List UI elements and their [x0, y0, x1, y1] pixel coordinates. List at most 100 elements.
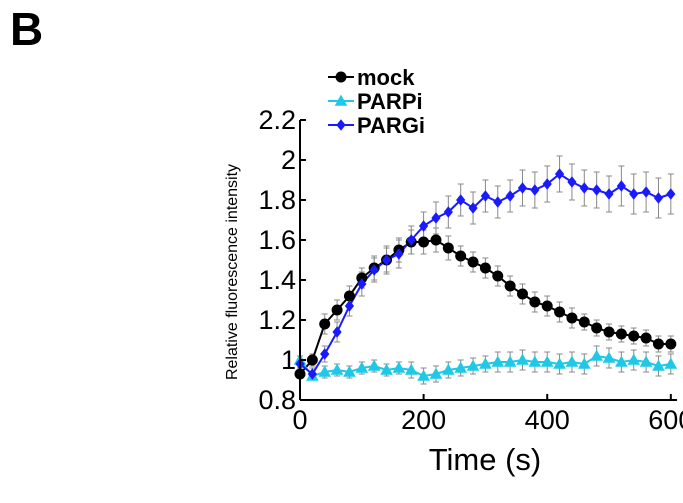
data-point-parpi: [442, 363, 455, 375]
x-axis-title: Time (s): [429, 442, 542, 477]
data-point-mock: [306, 354, 318, 366]
data-point-parpi: [602, 351, 616, 363]
data-point-parpi: [367, 359, 381, 371]
data-point-pargi: [554, 168, 565, 180]
data-point-parpi: [540, 355, 554, 367]
data-point-mock: [356, 272, 368, 284]
data-point-pargi: [480, 190, 491, 202]
data-point-mock: [430, 234, 442, 246]
legend-marker-parpi: [334, 94, 348, 106]
data-point-pargi: [468, 202, 478, 214]
x-tick-label: 200: [401, 405, 446, 435]
data-point-mock: [492, 270, 504, 282]
data-point-mock: [479, 262, 491, 274]
data-point-mock: [418, 236, 430, 248]
data-point-pargi: [653, 192, 664, 204]
data-point-parpi: [652, 359, 665, 371]
data-point-pargi: [369, 264, 379, 276]
y-tick-label: 1.2: [258, 305, 296, 335]
data-point-mock: [319, 318, 331, 330]
x-tick-label: 600: [648, 405, 683, 435]
data-point-pargi: [616, 180, 626, 192]
data-point-mock: [566, 312, 578, 324]
data-point-mock: [578, 316, 590, 328]
x-tick-label: 400: [525, 405, 570, 435]
data-point-mock: [603, 326, 615, 338]
data-point-parpi: [380, 363, 393, 375]
data-point-parpi: [454, 361, 468, 373]
y-tick-label: 1: [281, 345, 296, 375]
data-point-parpi: [664, 357, 678, 369]
axes: 0.8 1 1.2 1.4 1.6 1.8 2 2.2 0 200 400 600: [258, 105, 683, 435]
data-point-parpi: [330, 363, 344, 375]
data-point-pargi: [530, 184, 540, 196]
data-point-parpi: [466, 359, 480, 371]
data-point-parpi: [429, 367, 443, 379]
data-point-pargi: [505, 190, 515, 202]
data-point-pargi: [579, 182, 589, 194]
data-point-pargi: [493, 196, 503, 208]
data-point-mock: [640, 332, 652, 344]
data-point-parpi: [615, 355, 628, 367]
data-point-mock: [455, 250, 467, 262]
data-point-parpi: [565, 355, 579, 367]
data-point-parpi: [590, 349, 603, 361]
data-point-pargi: [307, 368, 317, 380]
data-point-parpi: [318, 365, 332, 377]
legend-label-mock: mock: [357, 65, 415, 90]
data-point-parpi: [404, 363, 418, 375]
data-point-parpi: [577, 357, 591, 369]
data-point-parpi: [491, 355, 505, 367]
data-point-parpi: [343, 365, 356, 377]
data-point-parpi: [355, 361, 369, 373]
data-point-pargi: [666, 188, 676, 200]
data-point-pargi: [629, 188, 639, 200]
data-point-mock: [331, 304, 343, 316]
data-point-pargi: [406, 234, 416, 246]
data-point-pargi: [604, 188, 614, 200]
data-point-pargi: [592, 184, 602, 196]
data-point-parpi: [516, 353, 529, 365]
y-tick-label: 2: [281, 145, 296, 175]
y-tick-label: 0.8: [258, 385, 296, 415]
data-point-mock: [652, 338, 664, 350]
data-point-mock: [628, 330, 640, 342]
data-point-pargi: [357, 278, 367, 290]
data-point-parpi: [479, 357, 492, 369]
data-point-pargi: [332, 326, 342, 338]
y-axis-title: Relative fluorescence intensity: [224, 164, 241, 380]
y-tick-label: 2.2: [258, 105, 296, 135]
legend-marker-pargi: [336, 119, 346, 131]
data-point-parpi: [553, 357, 566, 369]
y-tick-label: 1.8: [258, 185, 296, 215]
data-point-pargi: [443, 206, 453, 218]
data-point-pargi: [344, 300, 355, 312]
data-point-pargi: [320, 348, 330, 360]
data-point-parpi: [528, 355, 542, 367]
series-markers: [293, 168, 678, 381]
data-point-pargi: [394, 248, 404, 260]
data-point-parpi: [392, 361, 406, 373]
data-point-mock: [343, 290, 355, 302]
data-point-mock: [615, 328, 627, 340]
y-tick-label: 1.6: [258, 225, 296, 255]
data-point-pargi: [567, 176, 577, 188]
data-point-mock: [467, 256, 479, 268]
data-point-pargi: [456, 194, 466, 206]
legend-marker-mock: [335, 71, 347, 83]
data-point-pargi: [381, 254, 392, 266]
data-point-pargi: [418, 220, 429, 232]
panel-letter: B: [10, 3, 44, 55]
legend-label-pargi: PARGi: [357, 113, 425, 138]
data-point-mock: [516, 288, 528, 300]
data-point-mock: [665, 338, 677, 350]
data-point-parpi: [639, 355, 653, 367]
data-point-parpi: [417, 369, 430, 381]
data-point-mock: [442, 242, 454, 254]
data-point-mock: [529, 296, 541, 308]
data-point-mock: [554, 306, 566, 318]
legend-label-parpi: PARPi: [357, 89, 423, 114]
x-tick-label: 0: [292, 405, 307, 435]
